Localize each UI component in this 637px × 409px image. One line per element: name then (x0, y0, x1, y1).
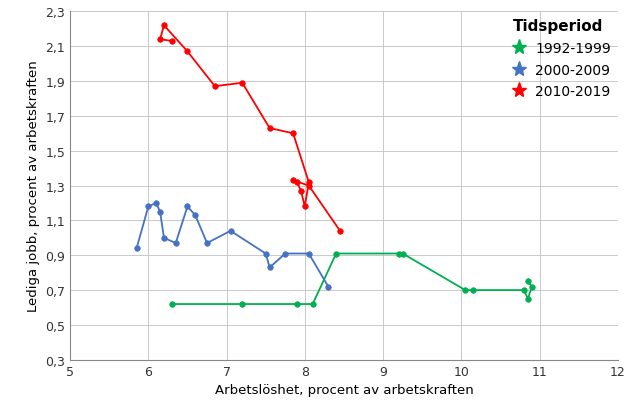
Point (159, 235, 169, 241)
Point (264, 265, 275, 271)
Point (155, 209, 165, 216)
Point (288, 178, 298, 184)
Point (304, 179, 314, 186)
Point (300, 204, 310, 210)
Point (167, 38, 177, 45)
Point (237, 301, 247, 308)
Point (210, 84, 220, 90)
Point (155, 37, 165, 43)
Point (304, 183, 314, 189)
Point (151, 200, 161, 207)
Point (296, 188, 306, 195)
Point (190, 212, 201, 219)
Point (182, 49, 192, 56)
Point (292, 301, 302, 308)
Point (182, 204, 192, 210)
Point (167, 301, 177, 308)
Point (523, 279, 533, 285)
Point (394, 251, 404, 257)
Point (292, 179, 302, 186)
Point (468, 287, 478, 294)
Point (131, 245, 141, 252)
Point (171, 240, 181, 247)
Legend: 1992-1999, 2000-2009, 2010-2019: 1992-1999, 2000-2009, 2010-2019 (505, 19, 611, 99)
Point (323, 284, 333, 290)
Point (202, 240, 212, 247)
Point (397, 251, 408, 257)
X-axis label: Arbetslöshet, procent av arbetskraften: Arbetslöshet, procent av arbetskraften (215, 383, 473, 396)
Point (225, 228, 236, 234)
Point (460, 287, 470, 294)
Y-axis label: Lediga jobb, procent av arbetskraften: Lediga jobb, procent av arbetskraften (27, 61, 39, 312)
Point (264, 126, 275, 132)
Point (527, 284, 537, 290)
Point (261, 251, 271, 257)
Point (237, 80, 247, 87)
Point (143, 204, 154, 210)
Point (519, 287, 529, 294)
Point (159, 23, 169, 29)
Point (523, 296, 533, 302)
Point (288, 130, 298, 137)
Point (308, 301, 318, 308)
Point (280, 251, 290, 257)
Point (304, 251, 314, 257)
Point (331, 251, 341, 257)
Point (335, 228, 345, 234)
